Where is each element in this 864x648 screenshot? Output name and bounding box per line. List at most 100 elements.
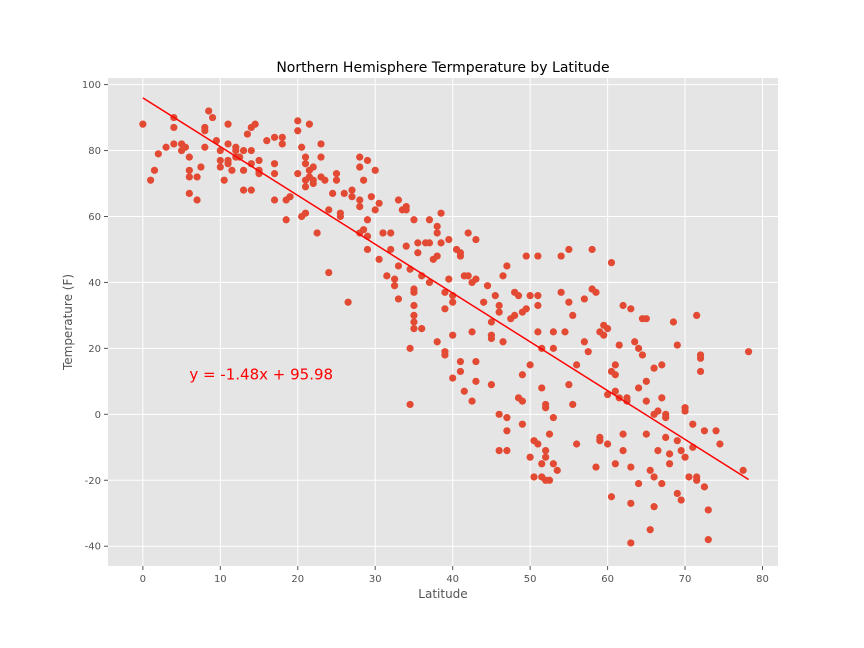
data-point [379,229,387,237]
data-point [673,341,681,349]
grid-lines [108,78,778,566]
data-point [565,298,573,306]
data-point [503,414,511,422]
data-point [224,140,232,148]
data-point [410,324,418,333]
data-point [414,249,422,257]
y-tick-label: -40 [85,542,101,553]
data-point [569,400,577,409]
data-point [542,453,550,461]
data-point [545,430,554,438]
data-point [282,216,290,224]
x-tick-label: 40 [446,574,459,585]
data-point [441,348,449,356]
data-point [499,272,507,280]
x-tick-label: 70 [679,574,692,585]
data-point [394,262,403,270]
data-point [301,183,310,191]
data-point [181,143,190,151]
data-point [514,292,523,300]
data-point [627,305,635,313]
data-point [534,328,542,336]
data-point [433,229,441,237]
data-point [611,460,619,468]
data-point [387,245,395,254]
data-point [278,140,286,148]
data-point [449,298,457,306]
data-point [693,311,701,320]
data-point [220,176,228,184]
data-point [619,430,627,438]
data-point [689,420,697,428]
data-point [239,146,248,155]
data-point [565,245,573,254]
data-point [611,371,619,379]
data-point [491,292,499,300]
data-point [588,245,596,254]
data-point [658,394,666,402]
data-point [456,252,465,260]
data-point [607,259,616,267]
data-point [673,437,681,445]
x-tick-label: 80 [756,574,769,585]
data-point [360,176,368,184]
data-point [712,427,720,435]
data-point [557,252,565,260]
data-point [445,275,453,283]
data-point [363,216,372,224]
data-point [193,173,201,181]
data-point [704,506,712,514]
data-point [197,163,205,171]
data-point [185,189,193,198]
data-point [464,229,472,237]
data-point [383,272,391,280]
data-point [603,390,612,399]
data-point [402,202,410,211]
data-point [441,305,449,313]
data-point [425,216,434,224]
x-tick-label: 50 [524,574,537,585]
data-point [495,410,503,418]
data-point [205,107,213,115]
x-tick-label: 60 [601,574,614,585]
data-point [456,367,465,376]
data-point [468,328,476,336]
data-point [472,235,480,244]
data-point [406,344,414,352]
data-point [646,466,654,474]
data-point [739,466,747,474]
data-point [433,338,441,346]
data-point [619,301,627,310]
data-point [367,193,375,201]
data-point [744,348,753,356]
y-tick-label: 60 [88,212,101,223]
data-point [255,156,263,165]
y-axis-ticks: -40 -20 0 20 40 60 80 100 [82,80,108,553]
x-tick-label: 30 [369,574,382,585]
data-point [228,166,236,174]
data-point [394,196,403,204]
data-point [418,324,426,333]
data-point [472,377,480,385]
data-point [270,170,279,178]
y-tick-label: 40 [88,278,101,289]
data-point [603,440,612,448]
data-point [294,127,302,135]
data-point [406,400,414,409]
data-point [495,301,503,310]
x-tick-label: 0 [140,574,146,585]
data-point [681,407,689,415]
data-point [518,420,526,428]
data-point [309,176,317,184]
regression-group [142,97,749,481]
data-point [313,229,321,237]
data-point [534,252,542,260]
data-point [603,324,612,333]
data-point [472,275,480,283]
data-point [677,496,685,504]
data-point [542,404,550,412]
data-point [665,460,674,468]
data-point [375,255,383,263]
regression-equation-label: y = -1.48x + 95.98 [189,366,333,384]
data-point [356,196,364,204]
